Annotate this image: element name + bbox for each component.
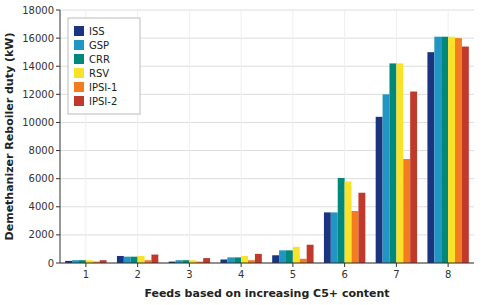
bar <box>300 259 307 263</box>
x-grid-line <box>189 10 190 263</box>
bar <box>255 254 262 263</box>
legend-swatch <box>74 82 84 92</box>
y-tick-label: 2000 <box>29 229 54 240</box>
x-tick-label: 1 <box>83 269 89 280</box>
y-tick <box>56 66 60 67</box>
y-tick <box>56 263 60 264</box>
bar <box>124 257 131 263</box>
x-tick <box>241 263 242 267</box>
y-tick-label: 8000 <box>29 145 54 156</box>
x-tick <box>396 263 397 267</box>
bar <box>338 178 345 263</box>
x-tick <box>137 263 138 267</box>
x-tick-label: 4 <box>238 269 244 280</box>
y-tick <box>56 150 60 151</box>
y-axis-line <box>60 10 61 263</box>
bar <box>307 245 314 263</box>
y-tick-label: 18000 <box>22 5 54 16</box>
bar <box>279 250 286 263</box>
legend-swatch <box>74 68 84 78</box>
y-tick-label: 10000 <box>22 117 54 128</box>
x-tick <box>344 263 345 267</box>
y-tick-label: 6000 <box>29 173 54 184</box>
legend-label: RSV <box>89 68 109 79</box>
y-grid-line <box>60 10 474 11</box>
x-tick-label: 6 <box>341 269 347 280</box>
legend-label: GSP <box>89 40 109 51</box>
bar <box>376 117 383 263</box>
legend-swatch <box>74 40 84 50</box>
legend-swatch <box>74 26 84 36</box>
x-tick <box>189 263 190 267</box>
y-tick-label: 16000 <box>22 33 54 44</box>
bar <box>220 259 227 263</box>
x-tick-label: 8 <box>445 269 451 280</box>
y-grid-line <box>60 263 474 264</box>
bar <box>241 256 248 263</box>
x-tick <box>448 263 449 267</box>
y-tick-label: 4000 <box>29 201 54 212</box>
y-tick <box>56 234 60 235</box>
bar <box>434 37 441 263</box>
x-tick <box>85 263 86 267</box>
y-tick <box>56 122 60 123</box>
y-tick <box>56 38 60 39</box>
legend-swatch <box>74 54 84 64</box>
bar <box>227 257 234 263</box>
bar <box>352 211 359 263</box>
bar <box>131 257 138 263</box>
y-tick <box>56 10 60 11</box>
x-grid-line <box>292 10 293 263</box>
y-tick-label: 0 <box>48 258 54 269</box>
bar <box>358 193 365 263</box>
bar <box>403 159 410 263</box>
bar <box>441 37 448 263</box>
grid <box>60 10 474 263</box>
bar <box>234 257 241 263</box>
x-tick <box>292 263 293 267</box>
legend-label: ISS <box>89 26 105 37</box>
bar <box>396 63 403 263</box>
bar <box>324 212 331 263</box>
y-tick <box>56 178 60 179</box>
bar <box>286 250 293 263</box>
bar <box>151 255 158 263</box>
bar <box>203 258 210 263</box>
bar <box>462 47 469 263</box>
legend-label: IPSI-2 <box>89 96 117 107</box>
chart: 0 2000 4000 6000 8000 10000 12000 14000 16000 180… <box>0 0 484 305</box>
bar <box>117 256 124 263</box>
x-tick-label: 5 <box>290 269 296 280</box>
bar <box>427 52 434 263</box>
y-tick <box>56 94 60 95</box>
bar <box>448 37 455 263</box>
legend-swatch <box>74 96 84 106</box>
bar <box>331 212 338 263</box>
y-axis-label: Demethanizer Reboiler duty (kW) <box>3 33 16 241</box>
y-tick <box>56 206 60 207</box>
legend-frame <box>68 18 140 114</box>
bar <box>455 38 462 263</box>
bar <box>138 256 145 263</box>
y-tick-label: 14000 <box>22 61 54 72</box>
bar <box>293 247 300 263</box>
legend-label: IPSI-1 <box>89 82 117 93</box>
x-axis-label: Feeds based on increasing C5+ content <box>144 287 389 300</box>
y-tick-label: 12000 <box>22 89 54 100</box>
bar <box>272 255 279 263</box>
bar <box>383 94 390 263</box>
bar <box>345 181 352 263</box>
x-tick-label: 7 <box>393 269 399 280</box>
x-tick-label: 3 <box>186 269 192 280</box>
bar <box>410 92 417 263</box>
axes: 0 2000 4000 6000 8000 10000 12000 14000 16000 180… <box>22 5 474 281</box>
legend-label: CRR <box>89 54 110 65</box>
bar <box>389 63 396 263</box>
x-tick-label: 2 <box>134 269 140 280</box>
x-axis-line <box>60 263 474 264</box>
x-grid-line <box>241 10 242 263</box>
legend: ISS GSP CRR RSV IPSI-1 IPSI-2 <box>68 18 140 114</box>
